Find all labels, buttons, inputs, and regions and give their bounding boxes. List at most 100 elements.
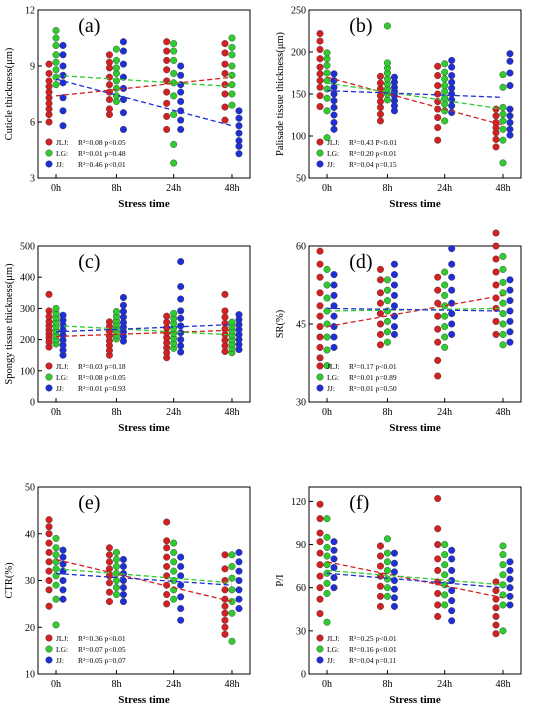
data-point [316,92,324,100]
data-point [177,581,185,589]
data-point [228,637,236,645]
data-point [221,616,229,624]
data-point [177,116,185,124]
data-point [441,571,449,579]
data-point [119,60,127,68]
x-tick-label: 0h [322,679,332,690]
data-point [383,276,391,284]
data-point [499,117,507,125]
trend-line [327,307,503,312]
data-point [434,356,442,364]
data-point [112,548,120,556]
data-point [221,565,229,573]
chart-panel: 10 20 30 40 50 0h 8h 24h 48h Stress time CTR(%) (e)… [4,483,251,706]
legend-group-label: JLJ: [56,138,69,147]
legend-marker [316,160,324,168]
data-point [434,325,442,333]
data-point [448,587,456,595]
legend-marker [316,362,324,370]
data-point [376,552,384,560]
y-tick-label: 60 [296,583,306,594]
data-point [506,69,514,77]
data-point [376,79,384,87]
x-tick-label: 8h [382,183,392,194]
data-point [376,562,384,570]
data-point [228,551,236,559]
data-point [316,30,324,38]
data-point [163,581,171,589]
data-point [499,289,507,297]
trend-line [326,561,504,599]
legend-marker [45,373,53,381]
data-point [448,78,456,86]
data-point [52,58,60,66]
data-point [221,319,229,327]
data-point [390,302,398,310]
data-point [434,566,442,574]
data-point [448,607,456,615]
x-axis-title: Stress time [118,422,170,434]
panel-label: (c) [78,251,100,273]
data-point [376,103,384,111]
data-point [448,84,456,92]
data-point [105,598,113,606]
data-point [316,538,324,546]
data-point [235,122,243,130]
data-point [52,81,60,89]
data-point [316,45,324,53]
data-point [330,564,338,572]
data-point [323,55,331,63]
data-point [383,286,391,294]
data-point [228,34,236,42]
data-point [434,338,442,346]
data-point [506,584,514,592]
data-point [221,586,229,594]
data-point [177,572,185,580]
data-point [316,312,324,320]
data-point [52,534,60,542]
data-point [323,552,331,560]
data-point [52,544,60,552]
y-tick-label: 0 [30,398,35,409]
data-point [45,567,53,575]
legend-group-label: JLJ: [56,362,69,371]
data-point [163,544,171,552]
data-point [434,495,442,503]
data-point [383,22,391,30]
data-point [45,602,53,610]
data-point [499,110,507,118]
data-point [170,47,178,55]
data-point [506,558,514,566]
data-point [323,561,331,569]
data-point [330,574,338,582]
data-point [177,125,185,133]
data-point [376,276,384,284]
data-point [316,333,324,341]
data-point [45,60,53,68]
data-point [52,551,60,559]
data-point [434,372,442,380]
data-point [499,299,507,307]
y-tick-label: 0 [301,670,306,681]
y-tick-label: 30 [296,626,306,637]
data-point [45,530,53,538]
data-point [316,103,324,111]
data-point [119,562,127,570]
data-point [323,346,331,354]
data-point [59,546,67,554]
data-point [235,311,243,319]
data-point [221,69,229,77]
data-point [499,561,507,569]
data-point [441,561,449,569]
data-point [235,114,243,122]
data-point [506,566,514,574]
data-point [119,109,127,117]
data-point [492,135,500,143]
legend-stats: R²=0.03 p=0.18 [78,362,126,371]
data-point [221,49,229,57]
data-point [316,610,324,618]
data-point [506,592,514,600]
data-point [441,343,449,351]
data-point [390,260,398,268]
